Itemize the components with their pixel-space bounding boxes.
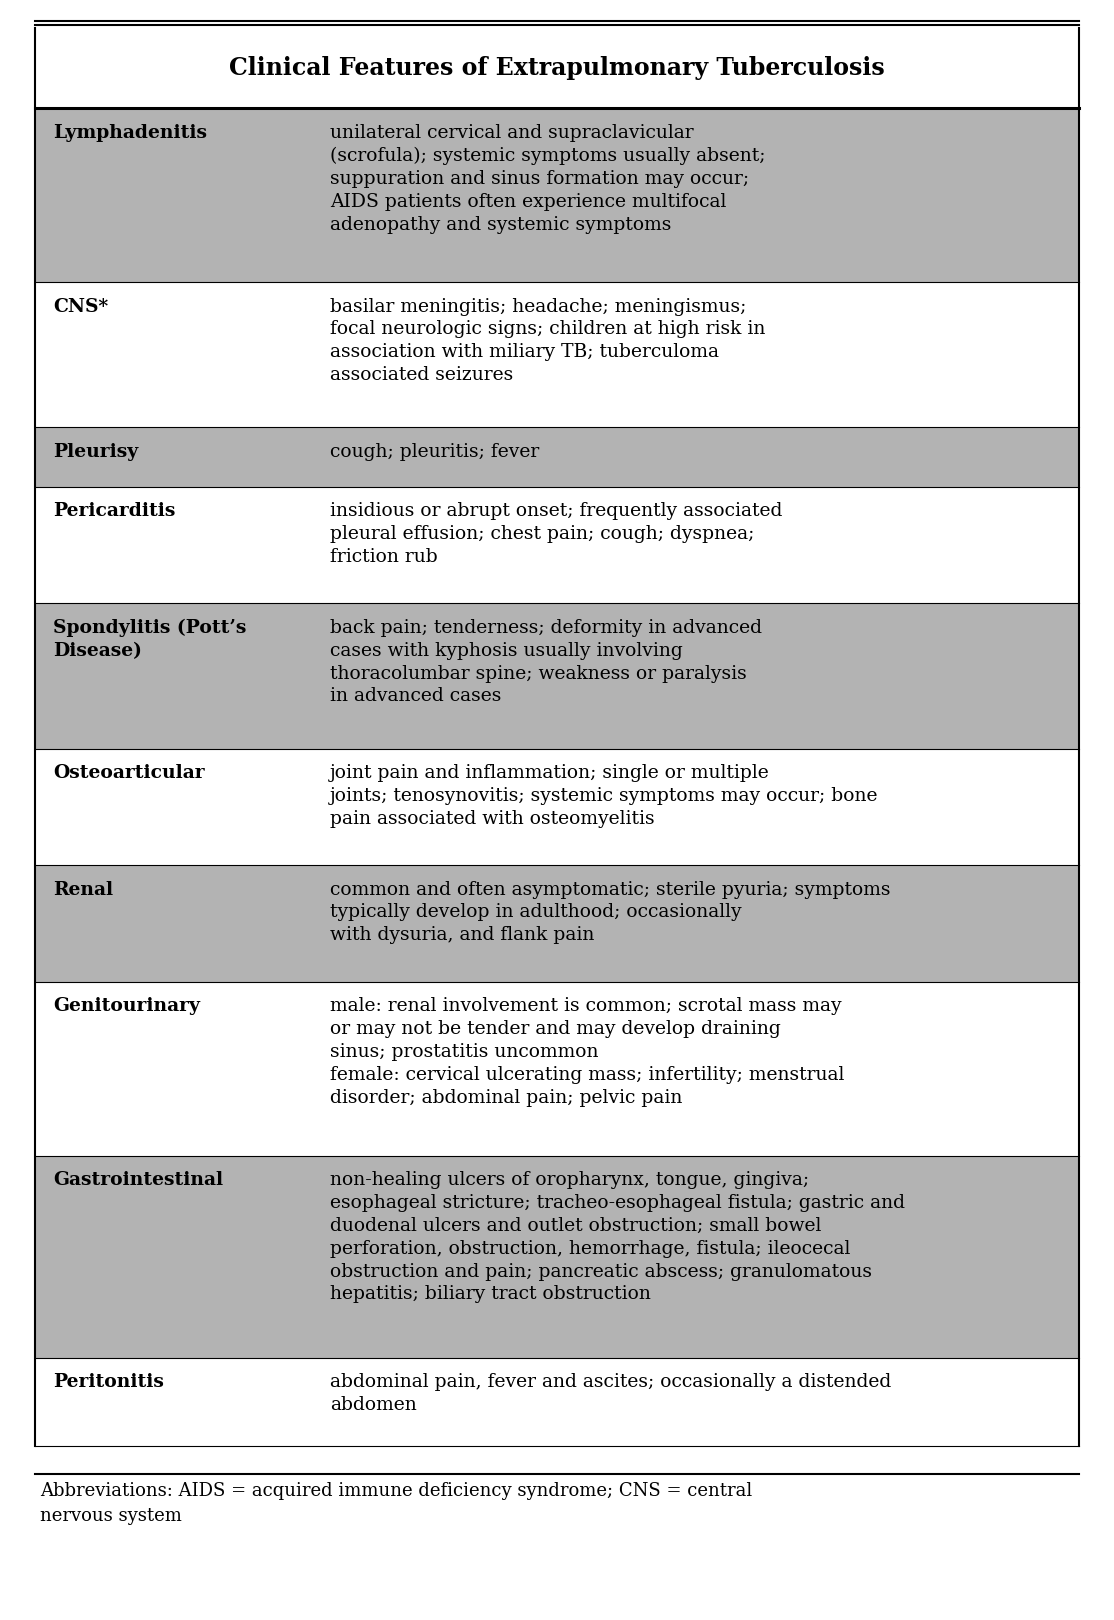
Bar <box>35 1358 1079 1447</box>
Bar <box>35 28 1079 109</box>
Text: Clinical Features of Extrapulmonary Tuberculosis: Clinical Features of Extrapulmonary Tube… <box>229 57 885 79</box>
Text: Lymphadenitis: Lymphadenitis <box>53 123 207 143</box>
Text: Genitourinary: Genitourinary <box>53 998 201 1016</box>
Bar <box>35 486 1079 603</box>
Bar <box>35 282 1079 428</box>
Bar <box>35 109 1079 282</box>
Bar <box>35 428 1079 486</box>
Bar <box>35 982 1079 1155</box>
Text: Abbreviations: AIDS = acquired immune deficiency syndrome; CNS = central
nervous: Abbreviations: AIDS = acquired immune de… <box>40 1482 752 1524</box>
Text: Renal: Renal <box>53 881 114 899</box>
Text: male: renal involvement is common; scrotal mass may
or may not be tender and may: male: renal involvement is common; scrot… <box>330 998 844 1106</box>
Text: Spondylitis (Pott’s
Disease): Spondylitis (Pott’s Disease) <box>53 619 246 659</box>
Bar <box>35 865 1079 982</box>
Text: common and often asymptomatic; sterile pyuria; symptoms
typically develop in adu: common and often asymptomatic; sterile p… <box>330 881 890 944</box>
Text: joint pain and inflammation; single or multiple
joints; tenosynovitis; systemic : joint pain and inflammation; single or m… <box>330 765 878 828</box>
Text: Pericarditis: Pericarditis <box>53 502 175 520</box>
Text: Peritonitis: Peritonitis <box>53 1374 164 1392</box>
Text: abdominal pain, fever and ascites; occasionally a distended
abdomen: abdominal pain, fever and ascites; occas… <box>330 1374 891 1414</box>
Text: CNS*: CNS* <box>53 298 108 316</box>
Text: unilateral cervical and supraclavicular
(scrofula); systemic symptoms usually ab: unilateral cervical and supraclavicular … <box>330 123 765 233</box>
Text: non-healing ulcers of oropharynx, tongue, gingiva;
esophageal stricture; tracheo: non-healing ulcers of oropharynx, tongue… <box>330 1171 905 1304</box>
Text: Osteoarticular: Osteoarticular <box>53 765 205 782</box>
Bar <box>35 603 1079 748</box>
Text: cough; pleuritis; fever: cough; pleuritis; fever <box>330 442 539 460</box>
Bar <box>35 1155 1079 1358</box>
Text: back pain; tenderness; deformity in advanced
cases with kyphosis usually involvi: back pain; tenderness; deformity in adva… <box>330 619 762 705</box>
Text: insidious or abrupt onset; frequently associated
pleural effusion; chest pain; c: insidious or abrupt onset; frequently as… <box>330 502 782 565</box>
Text: basilar meningitis; headache; meningismus;
focal neurologic signs; children at h: basilar meningitis; headache; meningismu… <box>330 298 765 384</box>
Bar <box>35 748 1079 865</box>
Text: Gastrointestinal: Gastrointestinal <box>53 1171 223 1189</box>
Text: Pleurisy: Pleurisy <box>53 442 138 460</box>
